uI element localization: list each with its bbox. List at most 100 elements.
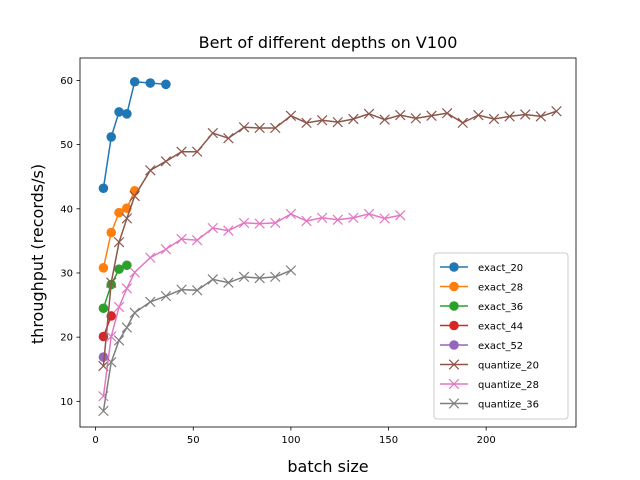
legend-label: exact_28: [478, 283, 523, 294]
y-tick-label: 20: [60, 333, 73, 344]
legend-label: exact_44: [478, 322, 523, 333]
legend-entry-quantize_36: quantize_36: [440, 398, 539, 411]
chart-title: Bert of different depths on V100: [199, 33, 458, 52]
data-point-quantize_20: [207, 127, 219, 139]
data-point-quantize_28: [270, 217, 281, 229]
legend-marker: [449, 340, 459, 350]
data-point-exact_36: [114, 264, 124, 274]
y-tick-label: 60: [60, 76, 73, 87]
data-point-quantize_20: [106, 277, 117, 288]
series-quantize_20: [98, 106, 562, 372]
data-point-quantize_36: [129, 307, 140, 318]
data-point-quantize_20: [223, 132, 234, 144]
legend-entry-exact_20: exact_20: [440, 262, 523, 274]
legend-marker: [448, 378, 460, 390]
legend-marker: [449, 281, 459, 292]
x-tick-label: 0: [92, 435, 98, 446]
y-tick-label: 30: [60, 268, 73, 279]
data-point-quantize_36: [106, 356, 117, 368]
data-point-quantize_28: [223, 225, 234, 236]
legend-label: quantize_36: [478, 400, 539, 411]
data-point-quantize_36: [254, 272, 265, 284]
data-point-exact_20: [145, 78, 156, 88]
data-point-exact_20: [98, 183, 109, 194]
legend-label: quantize_28: [478, 380, 539, 391]
data-point-quantize_20: [551, 106, 562, 117]
series-quantize_36: [98, 265, 297, 417]
data-point-quantize_36: [160, 290, 172, 302]
y-axis-label: throughput (records/s): [28, 164, 47, 344]
data-point-quantize_36: [285, 265, 297, 276]
data-point-quantize_28: [332, 214, 343, 225]
data-point-exact_28: [98, 263, 109, 273]
y-tick-label: 40: [60, 204, 73, 215]
data-point-quantize_28: [379, 213, 390, 224]
legend-entry-quantize_28: quantize_28: [440, 378, 539, 391]
data-point-quantize_36: [145, 296, 156, 308]
data-point-quantize_28: [348, 212, 359, 224]
x-tick-label: 50: [187, 435, 200, 446]
x-tick-label: 150: [379, 435, 398, 446]
data-point-quantize_20: [473, 109, 484, 121]
data-point-exact_20: [106, 132, 117, 142]
legend-marker: [449, 262, 459, 272]
series-line-quantize_28: [102, 213, 401, 397]
data-point-quantize_20: [176, 146, 187, 157]
data-point-quantize_20: [129, 190, 140, 202]
legend: exact_20 exact_28 exact_36 exact_44 exact_52…: [433, 252, 569, 420]
data-point-quantize_36: [207, 274, 219, 285]
series-exact_52: [98, 352, 109, 362]
data-point-quantize_36: [113, 335, 125, 346]
data-point-quantize_36: [98, 405, 109, 417]
data-point-quantize_20: [488, 113, 500, 125]
axes-frame: [79, 57, 577, 428]
data-point-quantize_28: [254, 218, 265, 229]
legend-entry-exact_28: exact_28: [440, 281, 523, 294]
series-line-quantize_20: [102, 110, 557, 367]
legend-entry-exact_52: exact_52: [440, 340, 523, 352]
data-point-quantize_28: [121, 283, 133, 294]
data-point-quantize_36: [121, 322, 133, 333]
data-point-quantize_20: [457, 117, 468, 129]
data-point-quantize_20: [441, 107, 453, 119]
legend-entry-exact_36: exact_36: [440, 301, 523, 313]
data-point-quantize_20: [160, 156, 172, 167]
data-point-quantize_20: [504, 111, 515, 122]
data-point-quantize_20: [301, 117, 312, 129]
data-point-quantize_28: [160, 244, 172, 255]
legend-marker: [449, 320, 459, 331]
data-point-quantize_28: [395, 210, 406, 221]
data-point-quantize_20: [145, 165, 156, 176]
x-axis-label: batch size: [287, 457, 368, 476]
y-tick-label: 10: [60, 397, 73, 408]
data-point-quantize_28: [316, 212, 328, 224]
data-point-quantize_28: [176, 233, 187, 245]
data-point-quantize_28: [301, 215, 312, 227]
data-point-quantize_20: [426, 110, 437, 121]
data-point-quantize_20: [520, 109, 531, 120]
data-point-quantize_28: [191, 235, 203, 246]
data-point-exact_52: [98, 352, 109, 362]
data-point-quantize_20: [316, 115, 328, 126]
data-point-quantize_20: [363, 108, 375, 120]
data-point-quantize_20: [238, 122, 250, 133]
data-point-quantize_20: [285, 110, 297, 121]
data-point-exact_36: [98, 303, 109, 314]
series-exact_36: [98, 260, 132, 314]
data-point-quantize_28: [285, 208, 297, 220]
data-point-exact_20: [114, 107, 124, 117]
x-tick-label: 200: [477, 435, 496, 446]
data-point-quantize_20: [121, 213, 133, 224]
data-point-quantize_28: [106, 331, 117, 342]
data-point-quantize_20: [395, 109, 406, 121]
x-tick-label: 100: [281, 435, 300, 446]
plot-area: 0 50 100 150 200 10 20 30 40 50 60: [60, 57, 577, 446]
data-point-exact_28: [106, 227, 117, 238]
data-point-quantize_20: [191, 146, 203, 157]
data-point-quantize_20: [535, 111, 547, 122]
legend-entry-exact_44: exact_44: [440, 320, 523, 333]
data-point-exact_28: [114, 207, 124, 218]
data-point-quantize_28: [363, 208, 375, 220]
data-point-quantize_36: [223, 277, 234, 288]
